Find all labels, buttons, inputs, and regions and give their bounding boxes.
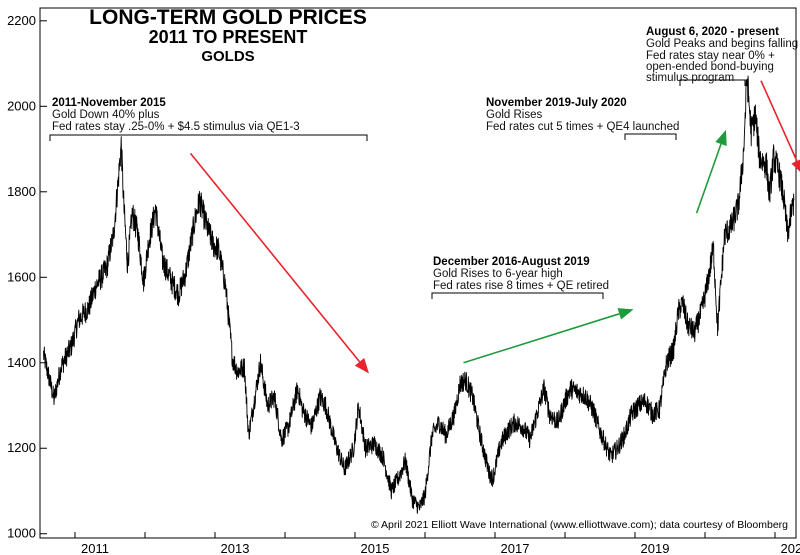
x-tick-label: 2011	[81, 541, 109, 555]
annotation-line: open-ended bond-buying	[646, 61, 774, 73]
y-tick-label: 1600	[7, 269, 36, 284]
price-series	[43, 75, 795, 514]
y-tick-label: 1400	[7, 355, 36, 370]
annotation-line: stimulus program	[646, 72, 734, 84]
bracket-2020-present	[679, 79, 746, 86]
rise-2016-2019-arrow	[463, 308, 634, 364]
arrow-head	[715, 129, 727, 146]
y-tick-label: 1200	[7, 440, 36, 455]
x-tick-label: 2021	[781, 541, 800, 555]
arrow-head	[791, 159, 800, 172]
y-tick-label: 1800	[7, 184, 36, 199]
bracket-2019-2020	[624, 133, 677, 140]
annotation-line: Gold Rises to 6-year high	[433, 268, 563, 280]
bracket-2011-2015	[49, 134, 368, 141]
annotation-header: August 6, 2020 - present	[646, 26, 779, 38]
chart-title: LONG-TERM GOLD PRICES	[89, 6, 367, 29]
annotation-line: Gold Down 40% plus	[52, 109, 160, 121]
annotation-line: Gold Peaks and begins falling	[646, 38, 798, 50]
x-tick-label: 2019	[641, 541, 670, 555]
annotation-line: Fed rates rise 8 times + QE retired	[433, 280, 609, 292]
annotation-header: 2011-November 2015	[52, 97, 166, 109]
trend-arrows	[189, 80, 800, 374]
arrow-head	[354, 358, 369, 374]
plot-frame	[39, 7, 797, 539]
annotation-2016-2019: December 2016-August 2019 Gold Rises to …	[433, 256, 609, 292]
arrow-shaft	[463, 313, 620, 364]
x-tick-label: 2015	[361, 541, 390, 555]
x-tick-label: 2017	[501, 541, 530, 555]
x-axis: 2011 2013 2015 2017 2019 2021	[74, 532, 800, 555]
decline-2011-2015-arrow	[189, 152, 369, 374]
arrow-shaft	[189, 152, 361, 363]
annotation-header: November 2019-July 2020	[486, 97, 627, 109]
gold-price-line	[43, 75, 795, 514]
bracket-2016-2019	[431, 292, 604, 299]
y-axis: 1000 1200 1400 1600 1800 2000 2200	[7, 13, 47, 541]
arrow-shaft	[695, 143, 722, 214]
annotation-line: Fed rates cut 5 times + QE4 launched	[486, 121, 679, 133]
annotation-brackets	[49, 79, 746, 299]
x-tick-label: 2013	[221, 541, 250, 555]
annotation-line: Gold Rises	[486, 109, 542, 121]
annotation-line: Fed rates stay near 0% +	[646, 50, 775, 62]
y-tick-label: 2000	[7, 98, 36, 113]
annotation-2011-2015: 2011-November 2015 Gold Down 40% plus Fe…	[52, 97, 300, 133]
decline-2020-present-arrow	[760, 80, 800, 172]
rise-2019-2020-arrow	[695, 129, 727, 214]
arrow-head	[617, 308, 634, 320]
annotation-2020-present: August 6, 2020 - present Gold Peaks and …	[646, 26, 798, 84]
chart-subtitle: 2011 TO PRESENT	[149, 27, 308, 47]
annotation-line: Fed rates stay .25-0% + $4.5 stimulus vi…	[52, 121, 300, 133]
series-label: GOLDS	[201, 48, 254, 65]
plot-border	[39, 7, 797, 539]
y-tick-label: 2200	[7, 13, 36, 28]
y-tick-label: 1000	[7, 526, 36, 541]
annotation-header: December 2016-August 2019	[433, 256, 590, 268]
arrow-shaft	[760, 80, 798, 162]
source-credit: © April 2021 Elliott Wave International …	[371, 519, 788, 531]
annotation-2019-2020: November 2019-July 2020 Gold Rises Fed r…	[486, 97, 679, 133]
